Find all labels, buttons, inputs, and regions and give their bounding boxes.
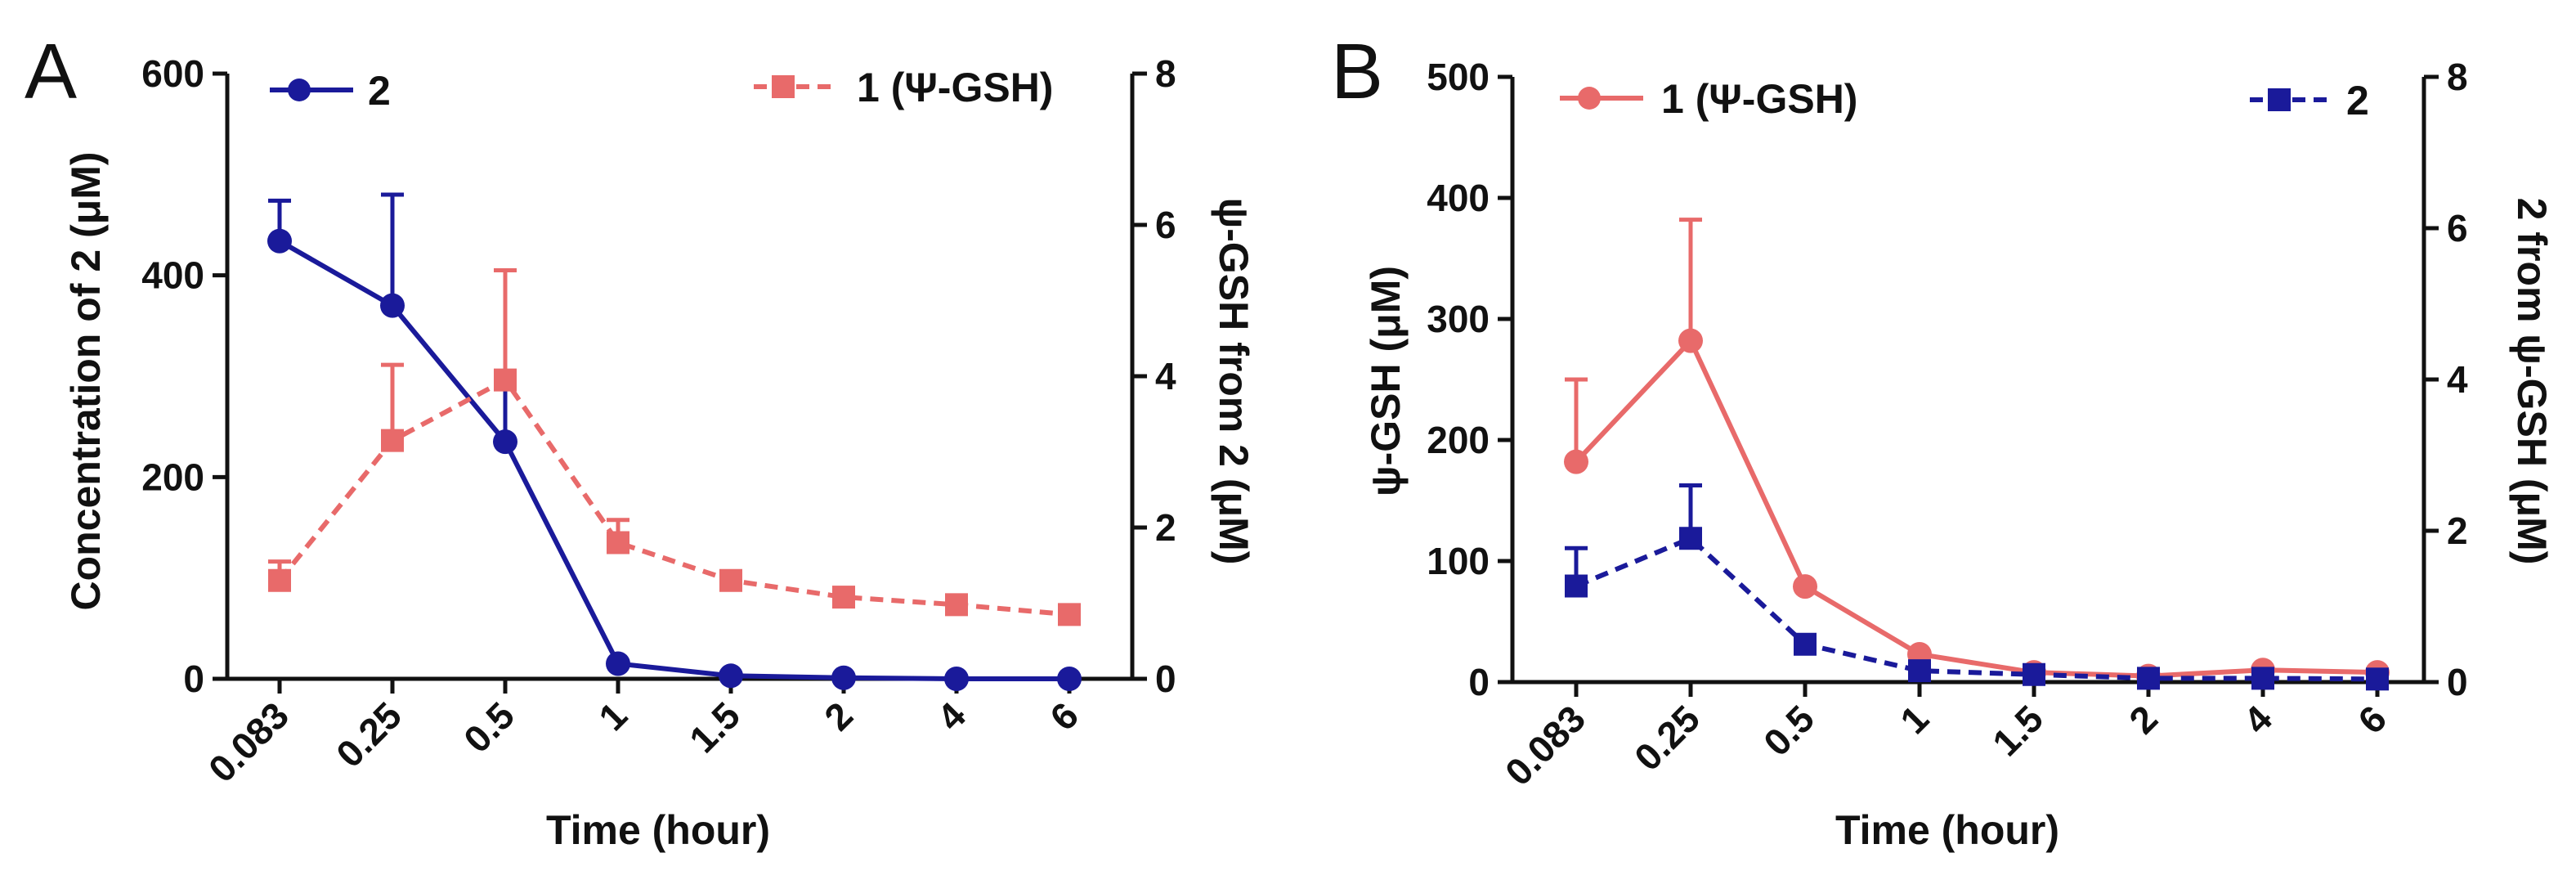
panel-b-x-tick-label: 0.25 bbox=[1626, 697, 1708, 779]
panel-b-left-tick-label: 500 bbox=[1427, 56, 1490, 98]
panel-b-series-gsh-point bbox=[1678, 328, 1703, 353]
panel-b-left-axis-title: ψ-GSH (μM) bbox=[1363, 266, 1409, 496]
panel-a-x-tick-label: 6 bbox=[1042, 694, 1086, 739]
panel-b-left-tick-label: 200 bbox=[1427, 419, 1490, 461]
panel-a-series-gsh-point bbox=[945, 593, 968, 617]
panel-b-series-2-point bbox=[2137, 667, 2160, 690]
panel-b-x-axis-title: Time (hour) bbox=[1835, 807, 2059, 853]
panel-b-series-gsh-point bbox=[1793, 574, 1817, 599]
panel-a-series-gsh-point bbox=[719, 568, 742, 592]
panel-a-x-tick-label: 2 bbox=[816, 694, 861, 739]
panel-a-right-tick-label: 4 bbox=[1155, 355, 1176, 397]
panel-b-series-2-point bbox=[2251, 667, 2274, 690]
panel-a-series-gsh-point bbox=[832, 586, 855, 609]
panel-a-series-2-point bbox=[1057, 667, 1082, 691]
panel-b-series-2-point bbox=[1908, 659, 1931, 683]
panel-b-series-2-point bbox=[2023, 662, 2045, 686]
panel-a-right-tick-label: 0 bbox=[1155, 658, 1176, 700]
panel-b-legend-marker-2 bbox=[2268, 88, 2291, 111]
panel-a-series-2-point bbox=[944, 667, 969, 691]
panel-b-series-2-line bbox=[1575, 536, 2378, 682]
panel-a-legend-label-2: 2 bbox=[368, 68, 391, 114]
panel-a-x-tick-label: 1.5 bbox=[681, 694, 748, 761]
panel-b-right-tick-label: 0 bbox=[2447, 661, 2468, 703]
panel-a: A Time (hour) Concentration of 2 (μM) ψ-… bbox=[25, 28, 1257, 853]
panel-a-left-tick-label: 200 bbox=[141, 456, 204, 498]
panel-a-series-2-point bbox=[719, 663, 743, 689]
panel-a-legend-marker-gsh bbox=[772, 75, 795, 98]
panel-a-series-gsh-point bbox=[607, 531, 629, 554]
panel-a-series-gsh-line bbox=[277, 377, 1070, 617]
panel-a-right-tick-label: 2 bbox=[1155, 506, 1176, 549]
panel-b-series-gsh-line bbox=[1574, 338, 2378, 679]
panel-b-series-2-point bbox=[1794, 632, 1817, 656]
panel-a-left-tick-label: 0 bbox=[183, 658, 204, 700]
panel-b-legend-label-2: 2 bbox=[2346, 78, 2369, 123]
panel-a-legend-marker-2 bbox=[288, 79, 311, 101]
panel-a-series-2-point bbox=[267, 228, 292, 254]
panel-b-left-tick-label: 100 bbox=[1427, 540, 1490, 582]
panel-a-series-2-point bbox=[380, 293, 405, 318]
panel-b-x-tick-label: 1 bbox=[1892, 697, 1937, 742]
panel-b-series-2-point bbox=[2366, 667, 2389, 691]
panel-a-series-gsh-point bbox=[381, 429, 404, 452]
panel-a-series-2-line bbox=[278, 239, 1069, 681]
panel-a-left-tick-label: 400 bbox=[141, 254, 204, 297]
panel-b-x-tick-label: 1.5 bbox=[1984, 697, 2051, 764]
panel-b-series-2-point bbox=[1565, 574, 1588, 598]
panel-a-series-2-point bbox=[493, 429, 517, 455]
panel-a-right-tick-label: 6 bbox=[1155, 204, 1176, 246]
panel-b-left-tick-label: 0 bbox=[1468, 661, 1490, 703]
panel-a-right-axis-title: ψ-GSH from 2 (μM) bbox=[1211, 198, 1257, 565]
panel-b-series-2-point bbox=[1679, 527, 1702, 550]
panel-a-series-2-point bbox=[606, 651, 630, 676]
panel-a-x-tick-label: 0.083 bbox=[200, 694, 297, 790]
panel-a-series-gsh-point bbox=[1058, 603, 1081, 626]
panel-a-label: A bbox=[25, 28, 77, 115]
panel-b-right-tick-label: 8 bbox=[2447, 56, 2468, 98]
panel-b-x-tick-label: 2 bbox=[2121, 697, 2166, 742]
panel-a-left-axis-title: Concentration of 2 (μM) bbox=[63, 151, 109, 610]
panel-b: B Time (hour) ψ-GSH (μM) 2 from ψ-GSH (μ… bbox=[1331, 28, 2555, 853]
panel-a-right-tick-label: 8 bbox=[1155, 52, 1176, 95]
panel-b-right-tick-label: 6 bbox=[2447, 207, 2468, 249]
panel-b-legend-marker-gsh bbox=[1578, 87, 1601, 110]
panel-b-right-axis-title: 2 from ψ-GSH (μM) bbox=[2509, 198, 2555, 565]
panel-a-x-tick-label: 0.5 bbox=[455, 694, 522, 761]
panel-b-legend-label-gsh: 1 (Ψ-GSH) bbox=[1661, 76, 1857, 122]
panel-a-series-gsh-point bbox=[494, 368, 517, 392]
panel-b-x-tick-label: 6 bbox=[2350, 697, 2395, 742]
panel-b-series-gsh-point bbox=[1564, 449, 1588, 474]
panel-b-right-tick-label: 4 bbox=[2447, 358, 2468, 401]
panel-b-label: B bbox=[1331, 28, 1383, 115]
panel-b-x-tick-label: 0.5 bbox=[1755, 697, 1822, 764]
panel-a-x-tick-label: 0.25 bbox=[328, 694, 410, 775]
panel-a-x-tick-label: 1 bbox=[590, 694, 635, 739]
panel-b-left-tick-label: 300 bbox=[1427, 298, 1490, 340]
panel-a-x-tick-label: 4 bbox=[929, 694, 974, 739]
panel-a-series-2-point bbox=[831, 665, 856, 690]
panel-b-x-tick-label: 4 bbox=[2235, 697, 2280, 742]
panel-b-left-tick-label: 400 bbox=[1427, 177, 1490, 219]
panel-b-x-tick-label: 0.083 bbox=[1497, 697, 1593, 793]
panel-a-left-tick-label: 600 bbox=[141, 52, 204, 95]
panel-a-legend-label-gsh: 1 (Ψ-GSH) bbox=[857, 65, 1053, 110]
panel-b-right-tick-label: 2 bbox=[2447, 510, 2468, 552]
panel-a-series-gsh-point bbox=[268, 568, 291, 592]
panel-a-x-axis-title: Time (hour) bbox=[546, 807, 770, 853]
